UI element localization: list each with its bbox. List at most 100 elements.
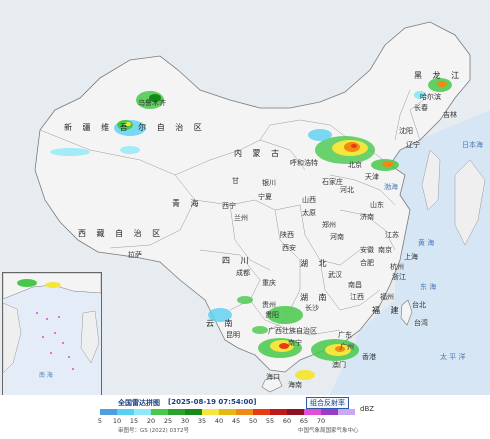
legend-panel: 全国雷达拼图 [2025-08-19 07:54:00] 组合反射率 dBZ 5… bbox=[0, 395, 490, 439]
label-hubei: 湖 北 bbox=[300, 259, 331, 268]
legend-swatch bbox=[151, 409, 168, 415]
label-ningxia: 宁夏 bbox=[258, 193, 272, 201]
legend-swatch bbox=[270, 409, 287, 415]
label-fuzhou: 福州 bbox=[380, 293, 394, 301]
legend-tick: 40 bbox=[214, 417, 224, 425]
hainan-island bbox=[261, 376, 283, 393]
legend-tick: 30 bbox=[180, 417, 190, 425]
label-bohai: 渤海 bbox=[384, 183, 398, 191]
label-shandong: 山东 bbox=[370, 201, 384, 209]
label-nanjing: 南京 bbox=[378, 246, 392, 254]
label-guangdong: 广东 bbox=[338, 331, 352, 339]
label-anhui: 安徽 bbox=[360, 246, 374, 254]
echo-xinjiang-north bbox=[50, 91, 164, 156]
legend-tick: 65 bbox=[299, 417, 309, 425]
label-gansu: 甘 bbox=[232, 177, 239, 185]
echo-southwest bbox=[208, 296, 268, 334]
label-hebei: 河北 bbox=[340, 186, 354, 194]
label-fujian: 福 建 bbox=[372, 306, 403, 315]
legend-swatch bbox=[185, 409, 202, 415]
label-guizhou: 贵州 bbox=[262, 301, 276, 309]
label-aomen: 澳门 bbox=[332, 361, 346, 369]
legend-swatch bbox=[100, 409, 117, 415]
legend-tick: 60 bbox=[282, 417, 292, 425]
label-xizang: 西 藏 自 治 区 bbox=[78, 229, 165, 238]
label-harbin: 哈尔滨 bbox=[420, 93, 441, 101]
label-neimenggu: 内 蒙 古 bbox=[234, 149, 284, 158]
label-jinan: 济南 bbox=[360, 213, 374, 221]
korea-peninsula bbox=[421, 149, 441, 211]
echo-guangxi bbox=[258, 306, 303, 358]
legend-tick: 25 bbox=[163, 417, 173, 425]
legend-swatch bbox=[338, 409, 355, 415]
legend-swatch bbox=[117, 409, 134, 415]
legend-swatch bbox=[219, 409, 236, 415]
label-beijing: 北京 bbox=[348, 161, 362, 169]
legend-swatch bbox=[236, 409, 253, 415]
echo-guangdong bbox=[295, 339, 359, 380]
echo-northeast bbox=[414, 78, 452, 99]
label-taiwan: 台湾 bbox=[414, 319, 428, 327]
label-changchun: 长春 bbox=[414, 104, 428, 112]
china-basemap bbox=[34, 21, 490, 395]
label-shanghai: 上海 bbox=[404, 253, 418, 261]
legend-tick: 70 bbox=[316, 417, 326, 425]
issuer-name: 中国气象局国家气象中心 bbox=[298, 428, 359, 434]
label-huhehaote: 呼和浩特 bbox=[290, 159, 318, 167]
label-xinjiang: 新 疆 维 吾 尔 自 治 区 bbox=[64, 123, 206, 132]
japan-islands bbox=[454, 159, 486, 246]
legend-tick: 15 bbox=[129, 417, 139, 425]
label-qinghai: 青 海 bbox=[172, 199, 203, 208]
product-badge: 组合反射率 bbox=[306, 397, 349, 409]
legend-tick: 10 bbox=[112, 417, 122, 425]
legend-tick: 5 bbox=[97, 417, 103, 425]
legend-swatch bbox=[253, 409, 270, 415]
label-riben: 日本海 bbox=[462, 141, 483, 149]
review-number: 审图号：GS (2022) 0372号 bbox=[118, 428, 190, 434]
label-lhasa: 拉萨 bbox=[128, 251, 142, 259]
label-hefei: 合肥 bbox=[360, 259, 374, 267]
label-xining: 西宁 bbox=[222, 202, 236, 210]
label-taiyuan: 太原 bbox=[302, 209, 316, 217]
china-outline bbox=[34, 21, 471, 373]
radar-echoes bbox=[50, 78, 452, 380]
label-tianjin: 天津 bbox=[365, 173, 379, 181]
label-taipingyang: 太 平 洋 bbox=[440, 353, 466, 361]
legend-unit: dBZ bbox=[360, 405, 375, 413]
label-taibei: 台北 bbox=[412, 301, 426, 309]
legend-tick: 50 bbox=[248, 417, 258, 425]
label-kunming: 昆明 bbox=[226, 331, 240, 339]
label-heilongjiang: 黑 龙 江 bbox=[414, 71, 464, 80]
figure-title: 全国雷达拼图 bbox=[118, 399, 160, 407]
legend-swatch bbox=[202, 409, 219, 415]
legend-swatch bbox=[168, 409, 185, 415]
label-henan: 河南 bbox=[330, 233, 344, 241]
sea-area bbox=[330, 110, 490, 395]
legend-tick: 45 bbox=[231, 417, 241, 425]
label-guangxi: 广西壮族自治区 bbox=[268, 327, 317, 335]
label-guangzhou: 广州 bbox=[340, 343, 354, 351]
label-hangzhou: 杭州 bbox=[390, 263, 404, 271]
legend-tick: 20 bbox=[146, 417, 156, 425]
label-sichuan: 四 川 bbox=[222, 256, 253, 265]
echo-north-china bbox=[308, 129, 399, 171]
label-nanning: 南宁 bbox=[288, 339, 302, 347]
legend-swatch bbox=[134, 409, 151, 415]
label-shenyang: 沈阳 bbox=[399, 127, 413, 135]
label-changsha: 长沙 bbox=[305, 304, 319, 312]
label-jilin: 吉林 bbox=[443, 111, 457, 119]
label-shaanxi: 陕西 bbox=[280, 231, 294, 239]
label-lanzhou: 兰州 bbox=[234, 214, 248, 222]
label-zhejiang: 浙江 bbox=[392, 273, 406, 281]
label-hunan: 湖 南 bbox=[300, 293, 331, 302]
label-hainan: 海南 bbox=[288, 381, 302, 389]
label-zhengzhou: 郑州 bbox=[322, 221, 336, 229]
label-liaoning: 辽宁 bbox=[406, 141, 420, 149]
label-xian: 西安 bbox=[282, 244, 296, 252]
legend-tick: 55 bbox=[265, 417, 275, 425]
figure-timestamp: [2025-08-19 07:54:00] bbox=[168, 398, 257, 406]
label-shijiazhuang: 石家庄 bbox=[322, 178, 343, 186]
label-chengdu: 成都 bbox=[236, 269, 250, 277]
legend-tick: 35 bbox=[197, 417, 207, 425]
